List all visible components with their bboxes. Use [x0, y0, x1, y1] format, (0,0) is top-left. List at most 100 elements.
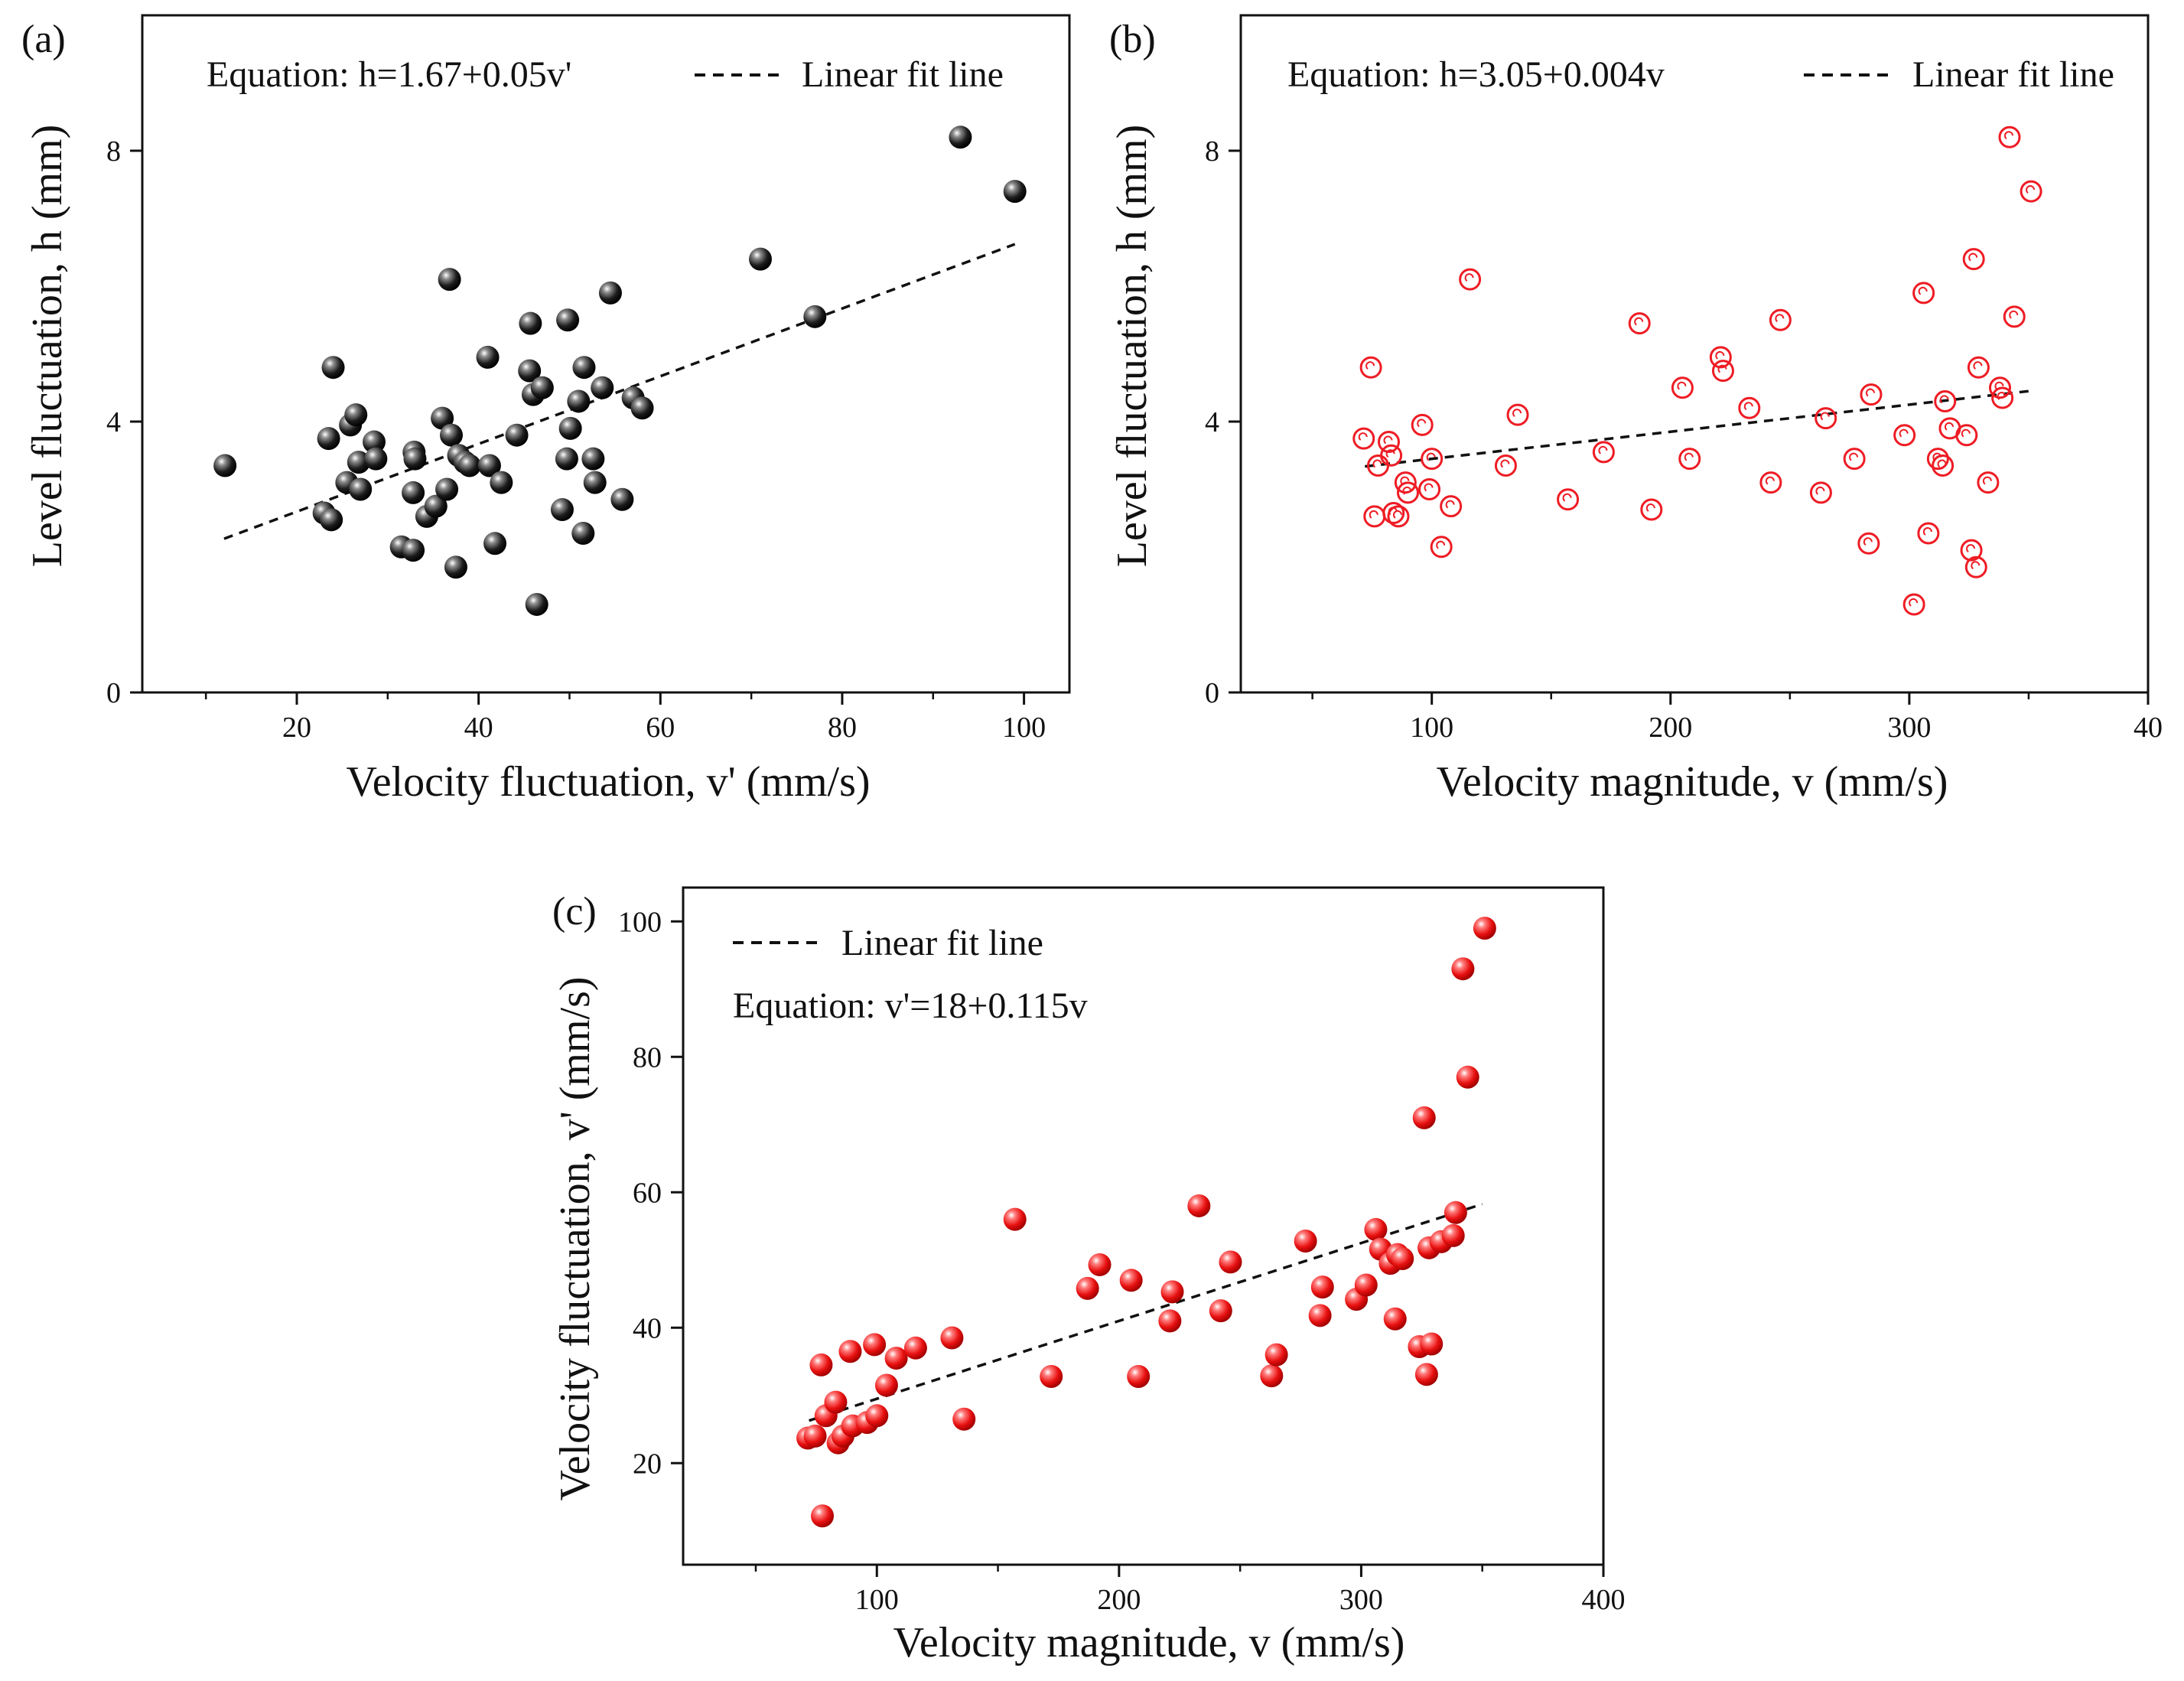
panel-a-data-point [749, 247, 772, 271]
panel-b-data-point-ring [1893, 424, 1916, 447]
panel-c-scatter-chart: (c) Velocity fluctuation, v' (mm/s) Velo… [552, 886, 1626, 1666]
panel-c-data-point [1391, 1246, 1414, 1270]
panel-b-data-point [1815, 407, 1837, 430]
panel-b-data-point [1411, 413, 1434, 436]
panel-c-x-tick-label: 100 [855, 1584, 899, 1616]
panel-b-data-point-highlight [1961, 428, 1971, 438]
panel-b-data-point [1977, 471, 2000, 494]
panel-b-y-tick-label: 8 [1205, 135, 1219, 168]
panel-b-data-point [1592, 441, 1615, 464]
panel-a-data-point [344, 403, 368, 427]
panel-b-data-point [1359, 356, 1382, 379]
panel-b-data-point-highlight [1918, 286, 1928, 295]
panel-a-data-point [567, 389, 591, 413]
panel-b-data-point-highlight [1971, 561, 1981, 570]
panel-b-data-point-ring [1988, 376, 2011, 399]
panel-b-data-point [1430, 536, 1453, 559]
panel-b-data-point-ring [1592, 441, 1615, 464]
panel-b-data-point-highlight [1598, 445, 1608, 454]
panel-c-x-axis-label: Velocity magnitude, v (mm/s) [893, 1619, 1405, 1666]
panel-b-equation-text: Equation: h=3.05+0.004v [1287, 54, 1665, 95]
panel-b-data-point-highlight [2004, 131, 2013, 140]
panel-a-data-point [591, 376, 614, 399]
panel-c-data-point [1444, 1200, 1467, 1224]
panel-b-data-point-highlight [1424, 483, 1434, 492]
panel-c-data-point [865, 1404, 889, 1428]
panel-b-x-tick-label: 200 [1649, 712, 1692, 744]
panel-c-data-point [1412, 1106, 1436, 1129]
panel-a-data-point [320, 508, 343, 532]
panel-b-data-point-highlight [1982, 476, 1992, 485]
panel-c-y-tick-label: 60 [633, 1177, 662, 1209]
panel-a-data-point [610, 487, 634, 511]
panel-b-data-point-ring [1902, 593, 1925, 616]
panel-a-x-axis-label: Velocity fluctuation, v' (mm/s) [346, 758, 870, 806]
panel-b-data-point [1494, 454, 1517, 477]
panel-c-data-point [1294, 1229, 1317, 1253]
panel-b-data-point-highlight [1358, 432, 1368, 441]
panel-b-data-point-highlight [1866, 388, 1875, 397]
panel-b-data-point [1711, 360, 1734, 383]
panel-b-label: (b) [1109, 18, 1156, 61]
panel-a-y-axis-label: Level fluctuation, h (mm) [24, 125, 71, 567]
panel-b-data-point-highlight [2009, 310, 2019, 319]
panel-c-data-point [903, 1336, 927, 1360]
panel-b-data-point-highlight [1909, 598, 1919, 607]
panel-a-label: (a) [21, 18, 66, 61]
panel-b-x-tick-label: 100 [1410, 712, 1453, 744]
panel-a-data-point [803, 305, 827, 328]
panel-a-data-point [505, 423, 529, 447]
panel-b-data-point-highlight [1922, 527, 1932, 536]
panel-b-data-point [1769, 308, 1792, 331]
panel-c-data-point [1451, 957, 1475, 981]
panel-b-scatter-chart: (b) Level fluctuation, h (mm) Velocity m… [1108, 14, 2163, 806]
panel-b-data-point-highlight [1445, 500, 1455, 509]
panel-a-x-tick-label: 40 [464, 712, 493, 744]
panel-c-plot-frame [682, 886, 1605, 1566]
panel-c-data-point [1187, 1194, 1211, 1217]
panel-b-data-point-highlight [1863, 537, 1873, 546]
panel-a-plot-frame [141, 14, 1071, 694]
panel-b-data-point [1709, 346, 1732, 369]
panel-b-data-point-ring [1359, 356, 1382, 379]
panel-a-data-point [558, 416, 582, 440]
panel-b-y-axis-label: Level fluctuation, h (mm) [1108, 125, 1156, 567]
panel-b-data-point-ring [1418, 478, 1441, 500]
panel-b-data-point-highlight [1968, 252, 1978, 262]
panel-c-data-point [1441, 1223, 1465, 1247]
panel-b-data-point [1998, 125, 2021, 148]
panel-b-data-point-ring [2003, 305, 2026, 328]
panel-b-data-point [1991, 386, 2014, 409]
panel-b-data-point [1387, 505, 1410, 528]
panel-b-data-point-ring [1709, 346, 1732, 369]
panel-b-data-point-ring [1506, 403, 1529, 426]
panel-b-data-point [1932, 454, 1955, 477]
panel-c-data-point [1260, 1364, 1284, 1388]
panel-c-data-point [1265, 1343, 1288, 1367]
panel-b-data-point [2003, 305, 2026, 328]
panel-b-data-point-highlight [1939, 395, 1949, 404]
panel-b-data-point-highlight [1966, 544, 1976, 552]
panel-b-data-point-highlight [1945, 422, 1954, 431]
panel-c-y-axis-label: Velocity fluctuation, v' (mm/s) [552, 976, 599, 1500]
panel-b-data-point [1363, 505, 1386, 528]
panel-b-data-point-ring [1557, 488, 1580, 511]
panel-b-data-point-highlight [1765, 476, 1775, 485]
panel-b-data-point-ring [1394, 471, 1417, 494]
panel-b-data-point-ring [1738, 396, 1761, 419]
panel-b-data-point-highlight [1849, 452, 1859, 461]
panel-b-data-point [1396, 481, 1419, 504]
panel-b-data-point-highlight [1715, 350, 1725, 360]
panel-c-data-point [884, 1347, 908, 1370]
panel-b-data-point-ring [1387, 505, 1410, 528]
panel-b-data-point-ring [1678, 448, 1701, 471]
panel-c-data-point [1456, 1065, 1479, 1089]
panel-b-data-point-highlight [1417, 419, 1427, 428]
panel-c-data-point [1119, 1269, 1143, 1292]
panel-b-data-point-highlight [1815, 486, 1825, 495]
panel-b-data-point [1988, 376, 2011, 399]
panel-b-data-point-highlight [1512, 409, 1522, 417]
panel-b-data-point [1860, 383, 1883, 406]
panel-b-data-point-highlight [1385, 449, 1395, 458]
panel-a-data-point [598, 281, 622, 305]
